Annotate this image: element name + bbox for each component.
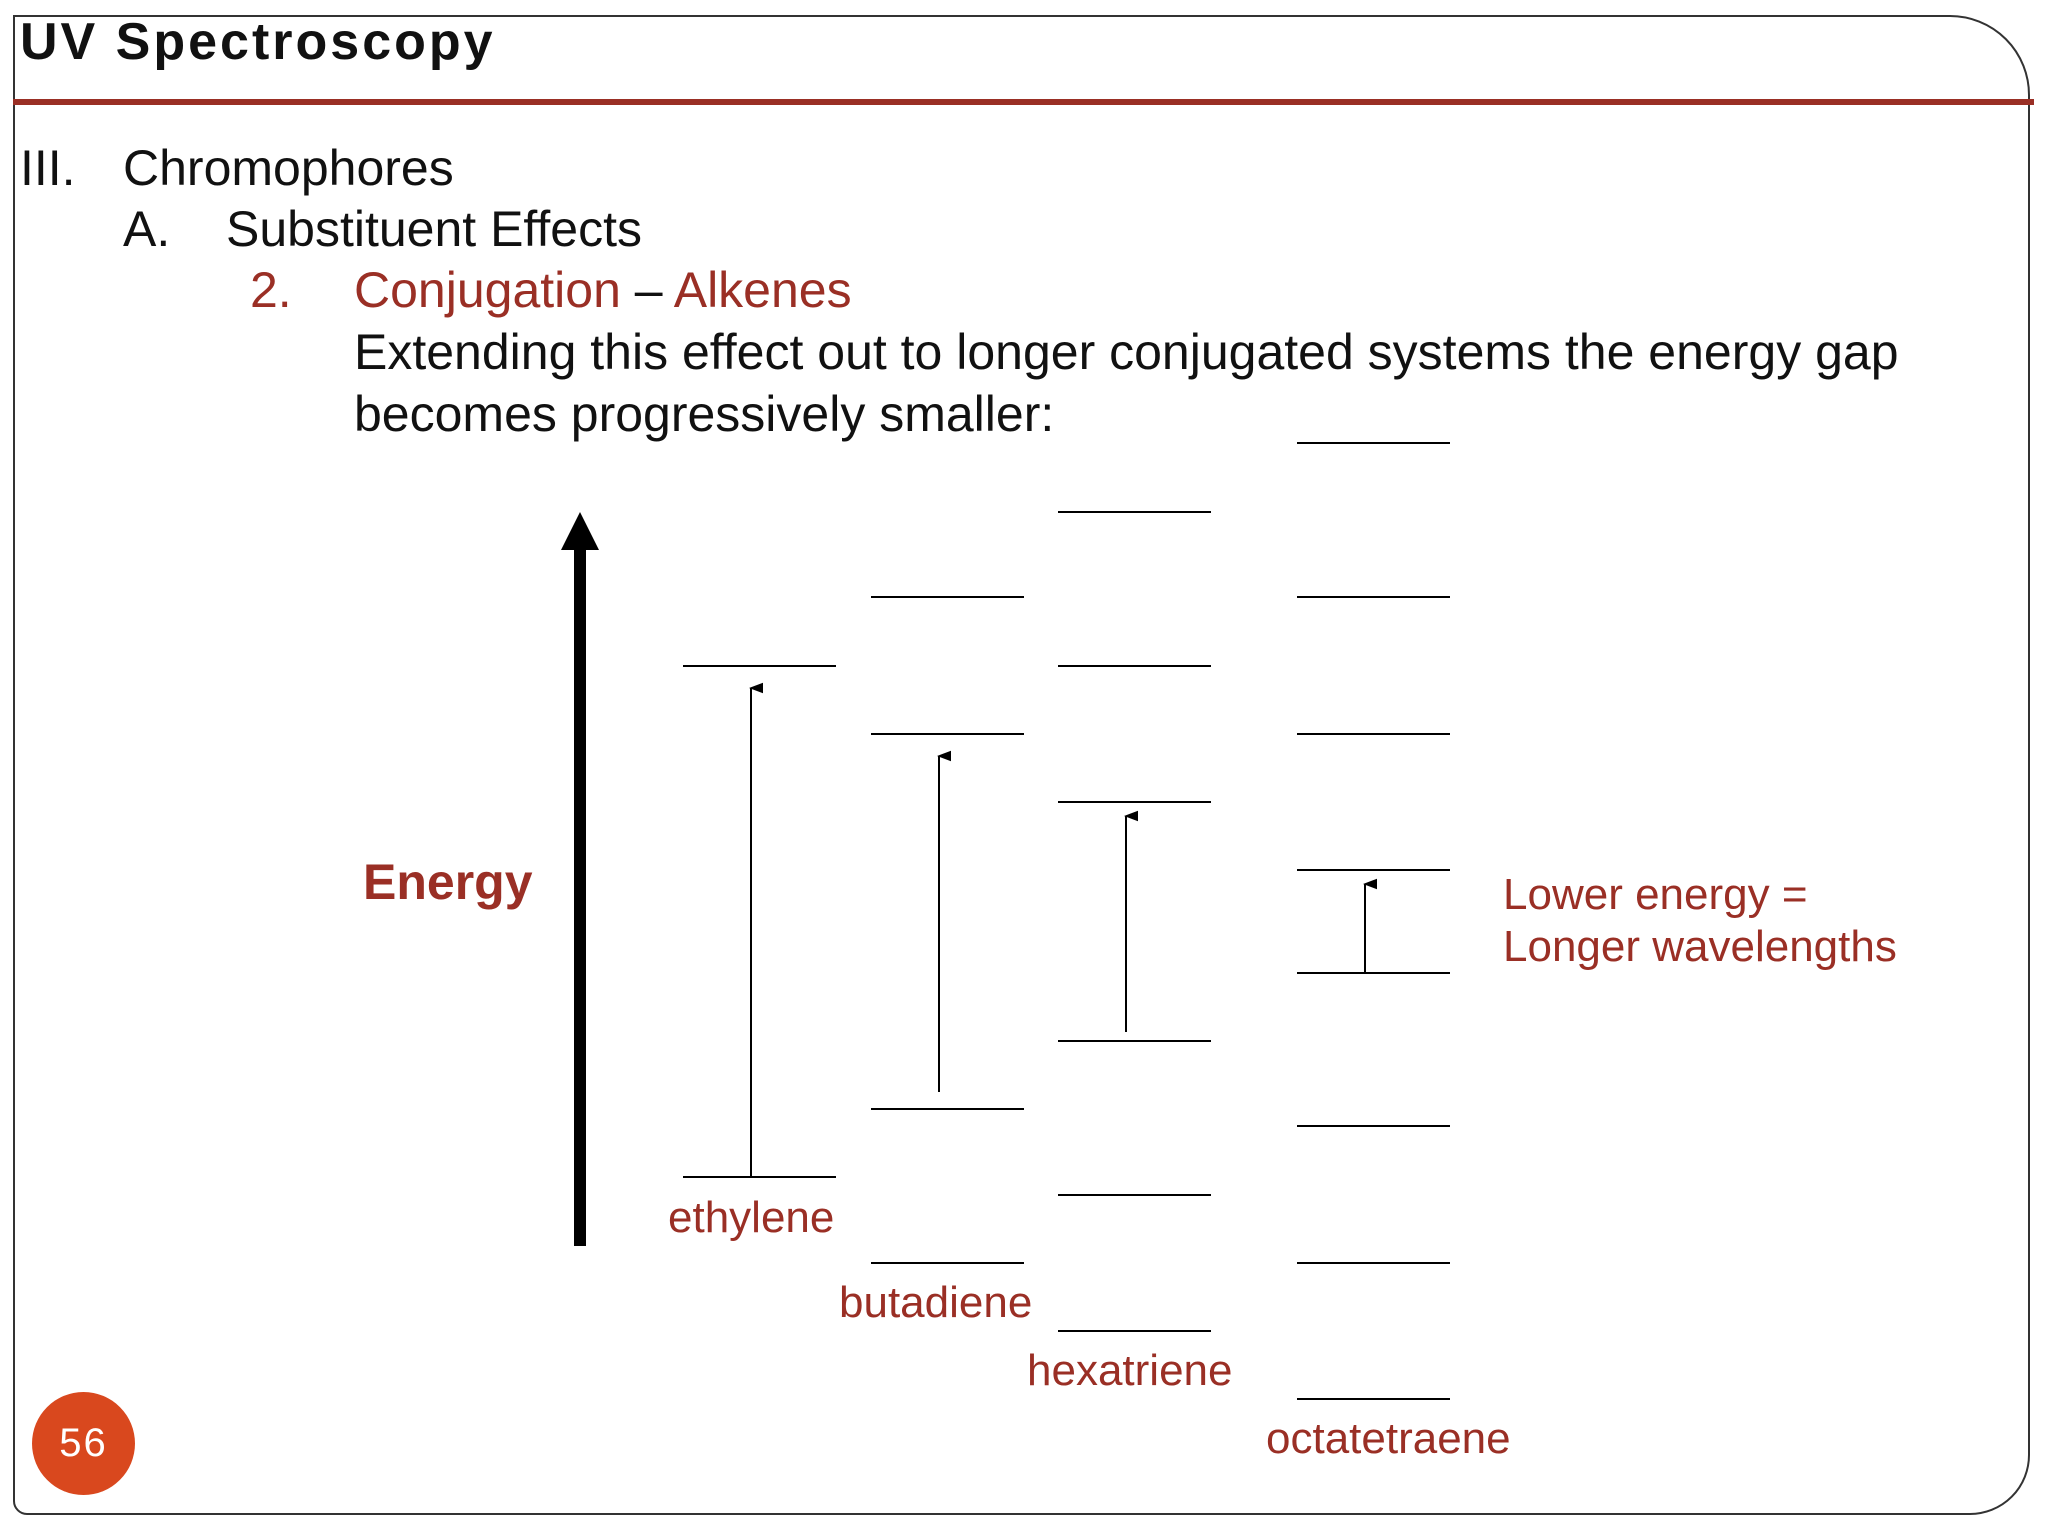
outline-level3-marker: 2. (250, 262, 292, 318)
outline-level1-marker: III. (20, 140, 76, 196)
outline-level3-text: Conjugation (354, 262, 621, 318)
butadiene-levels (871, 596, 1024, 1264)
body-line-2: becomes progressively smaller: (354, 386, 1055, 442)
note-line-2: Longer wavelengths (1503, 922, 1897, 971)
label-ethylene: ethylene (668, 1193, 835, 1242)
outline-level1-text: Chromophores (123, 140, 454, 196)
outline-level3-dash: – (620, 262, 674, 318)
slide-frame (13, 15, 2030, 1515)
slide-title: UV Spectroscopy (20, 13, 496, 71)
note-line-1: Lower energy = (1503, 870, 1808, 919)
label-butadiene: butadiene (839, 1278, 1033, 1327)
outline-level3-heading: Conjugation – Alkenes (354, 265, 852, 315)
octatetraene-levels (1297, 442, 1450, 1400)
label-octatetraene: octatetraene (1266, 1414, 1511, 1463)
label-hexatriene: hexatriene (1027, 1346, 1233, 1395)
outline-level2-marker: A. (123, 201, 171, 257)
outline-level1: III. (20, 143, 76, 193)
outline-level3-text2: Alkenes (673, 262, 852, 318)
header-rule (13, 99, 2034, 105)
energy-axis-arrow (561, 512, 599, 1246)
page-number-badge: 56 (32, 1392, 135, 1495)
energy-axis-label: Energy (363, 854, 533, 910)
outline-level2-text: Substituent Effects (226, 201, 642, 257)
hexatriene-levels (1058, 511, 1211, 1332)
body-line-1: Extending this effect out to longer conj… (354, 324, 1899, 380)
ethylene-levels (683, 665, 836, 1178)
